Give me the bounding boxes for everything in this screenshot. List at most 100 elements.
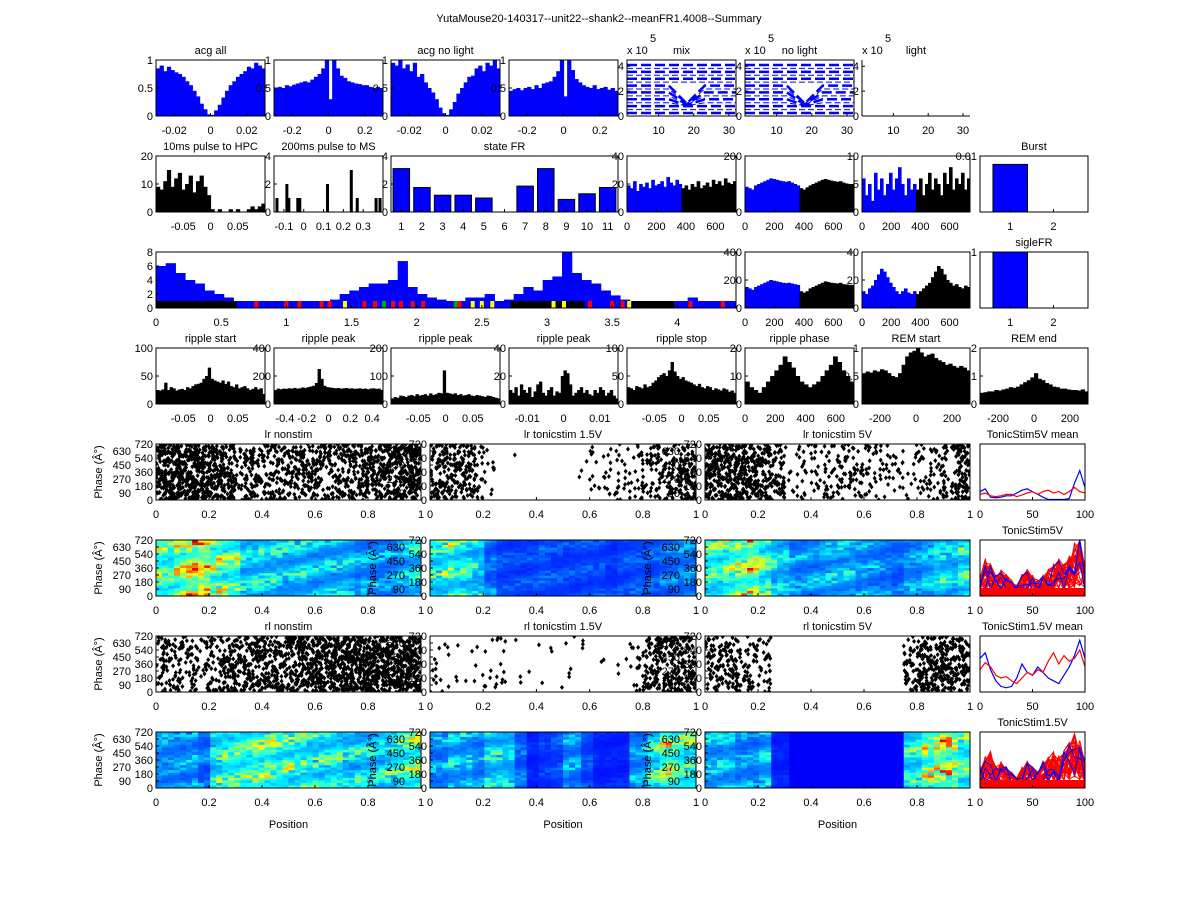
heatmap-cell [186,545,193,549]
histogram-bar [892,189,896,212]
heatmap-cell [282,550,289,554]
histogram-bar [430,92,436,116]
spike-dot [456,450,461,456]
axis-multiplier-exponent: 5 [768,33,774,45]
panel-acg_wide: -0.2 0 0.200.51 [256,55,384,137]
histogram-bar [998,390,1003,404]
spike-dot [921,446,926,452]
heatmap-cell [240,588,247,592]
heatmap-cell [228,580,235,584]
spike-dot [722,464,727,470]
state-mark [470,301,475,308]
spike-dot [944,490,949,496]
plot-area [705,444,970,500]
spike-dot [229,491,234,497]
spike-dot [203,460,208,466]
spike-dot [446,466,451,472]
histogram-bar [672,185,677,212]
spike-dot [602,485,607,491]
spike-dot [934,464,939,470]
histogram-bar [697,383,702,404]
plot-area [156,540,421,596]
histogram-bar [309,386,313,404]
panel-lr_nonstim_heat: 0 0.2 0.4 0.6 0.8 1090180270360450540630720Ph… [92,535,424,617]
spike-dot [239,482,244,488]
heatmap-cell [276,573,283,577]
heatmap-cell [192,540,199,544]
histogram-bar [310,79,315,116]
spike-dot [905,471,910,477]
spike-dot [228,455,233,461]
histogram-bar [820,179,825,212]
histogram-bar [763,282,767,308]
histogram-bar [633,181,637,212]
spike-dot [733,447,738,453]
histogram-bar [194,384,198,404]
spike-dot [650,453,655,459]
histogram-bar [156,68,161,116]
heatmap-cell [204,552,211,556]
heatmap-cell [270,590,277,594]
panel-title: ripple stop [656,333,707,345]
spike-dot [636,485,641,491]
spike-dot [258,480,263,486]
y-tick-label: 0 [696,495,702,507]
histogram-bar [355,388,360,404]
heatmap-cell [168,565,175,569]
heatmap-cell [240,560,247,564]
histogram-bar [156,266,167,308]
spike-dot [681,465,686,471]
spike-dot [812,488,817,494]
histogram-bar [865,371,870,404]
histogram-bar [434,394,438,404]
heatmap-cell [192,583,199,587]
spike-dot [296,451,301,457]
histogram-bar [292,84,297,116]
spike-dot [379,483,384,489]
heatmap-cell [252,583,259,587]
spike-dot [280,478,285,484]
histogram-bar [687,189,692,212]
heatmap-cell [174,565,181,569]
heatmap-cell [222,547,229,551]
spike-dot [265,444,270,449]
heatmap-cell [252,560,259,564]
spike-dot [376,453,381,459]
spike-dot [649,485,654,491]
histogram-bar [675,179,680,212]
spike-dot [863,445,868,451]
bar [413,187,431,212]
heatmap-cell [282,573,289,577]
x-tick-label: 0.1 [316,221,331,233]
histogram-bar [420,74,425,116]
heatmap-cell [264,552,271,556]
y-tick-label: 0 [618,111,624,123]
x-tick-label: 0.05 [227,413,248,425]
spike-dot [943,473,948,479]
y-tick-label: 540 [684,453,702,465]
histogram-bar [990,391,995,404]
spike-dot [207,445,212,451]
heatmap-cell [240,573,247,577]
histogram-bar [313,76,319,116]
heatmap-cell [276,547,283,551]
spike-dot [442,451,447,457]
spike-dot [661,447,666,453]
spike-dot [176,470,181,476]
histogram-bar [326,184,330,212]
spike-dot [893,461,898,467]
y-tick-label: 180 [409,481,427,493]
spike-dot [430,472,434,478]
histogram-bar [538,88,543,116]
histogram-bar [684,185,689,212]
histogram-bar [961,288,965,308]
histogram-bar [937,360,942,404]
heatmap-cell [180,540,187,544]
heatmap-cell [264,580,271,584]
histogram-bar [877,274,881,308]
histogram-bar [904,288,908,308]
spike-dot [740,444,745,450]
spike-dot [448,444,453,449]
spike-dot [214,492,219,498]
